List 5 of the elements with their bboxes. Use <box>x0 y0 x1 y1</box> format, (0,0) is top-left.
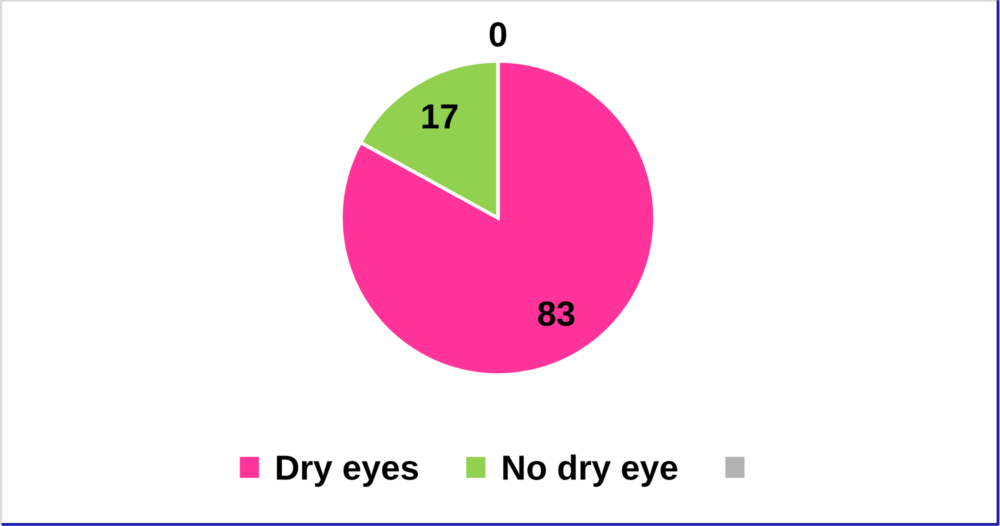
legend-label: Dry eyes <box>276 456 418 487</box>
data-label: 83 <box>538 301 574 326</box>
text: 0 <box>490 22 506 47</box>
legend-label: No dry eye <box>503 454 678 487</box>
data-label: 17 <box>422 104 458 128</box>
